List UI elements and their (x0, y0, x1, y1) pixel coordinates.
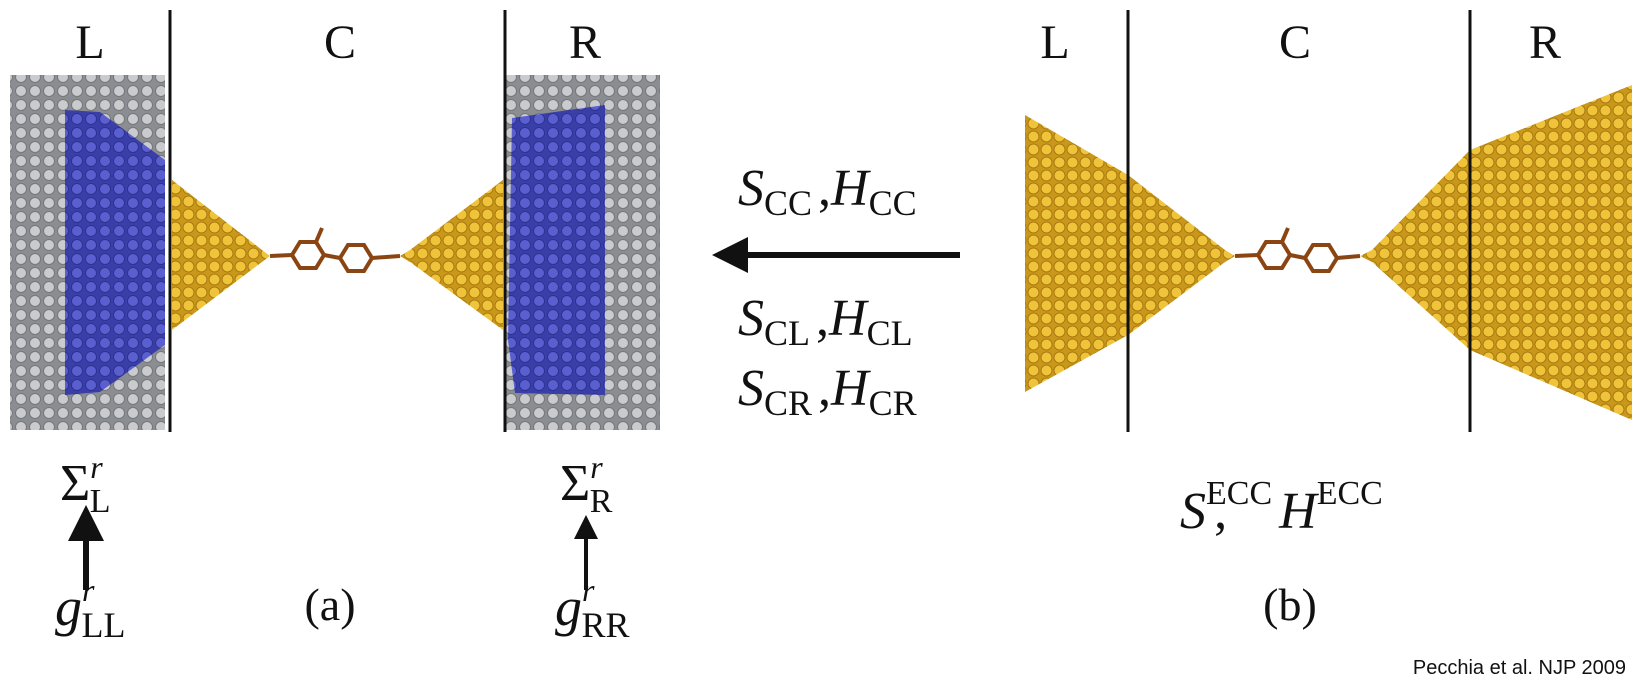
region-label: C (324, 16, 356, 69)
subscript: CR (764, 383, 812, 423)
superscript: r (82, 572, 95, 608)
separator: , (818, 360, 831, 417)
symbol: Σ (560, 455, 590, 512)
symbol: S (1180, 483, 1206, 540)
subscript: CC (869, 183, 917, 223)
symbol: H (830, 160, 871, 217)
subscript: L (90, 483, 111, 520)
subscript: CR (869, 383, 917, 423)
region-label: L (75, 16, 104, 69)
separator: , (816, 290, 829, 347)
subscript: R (590, 483, 613, 520)
panel-label: (b) (1263, 579, 1317, 630)
symbol: H (828, 290, 869, 347)
symbol: H (1278, 483, 1319, 540)
region-label: L (1040, 16, 1069, 69)
symbol: S (738, 360, 764, 417)
panel-b-structure (1025, 10, 1632, 432)
symbol: g (555, 577, 582, 637)
panel-label: (a) (304, 579, 355, 630)
transfer-term: SCC,HCC (738, 160, 917, 223)
separator: , (1214, 483, 1227, 540)
superscript: ECC (1317, 475, 1383, 512)
transfer-term: SCR,HCR (738, 360, 917, 423)
subscript: RR (581, 605, 629, 645)
superscript: r (90, 449, 103, 485)
subscript: CL (867, 313, 913, 353)
separator: , (818, 160, 831, 217)
credit: Pecchia et al. NJP 2009 (1413, 657, 1626, 679)
extended-matrices: SECC,HECC (1180, 475, 1383, 540)
subscript: LL (81, 605, 125, 645)
subscript: CL (764, 313, 810, 353)
symbol: g (55, 577, 82, 637)
superscript: r (590, 449, 603, 485)
symbol: S (738, 290, 764, 347)
figure: L C R ΣrL ΣrR grLL grRR (a) SCC,HCC SCL,… (0, 0, 1632, 682)
symbol: H (830, 360, 871, 417)
region-label: R (1529, 16, 1561, 69)
superscript: r (582, 572, 595, 608)
subscript: CC (764, 183, 812, 223)
transfer-term: SCL,HCL (738, 290, 913, 353)
region-label: R (569, 16, 601, 69)
region-label: C (1279, 16, 1311, 69)
symbol: Σ (60, 455, 90, 512)
symbol: S (738, 160, 764, 217)
